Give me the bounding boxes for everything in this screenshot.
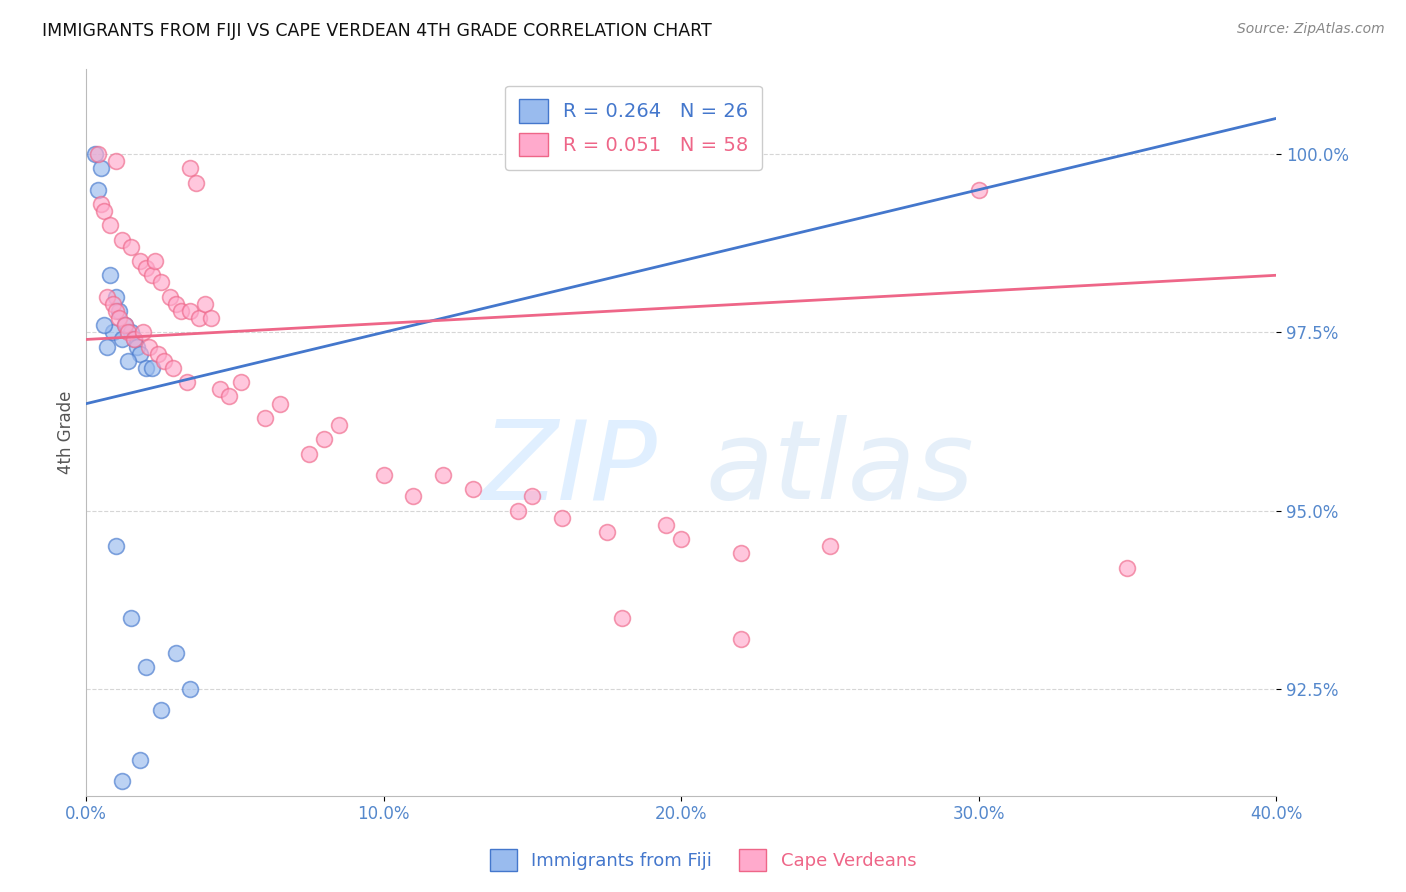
Point [229, 376, 252, 390]
Point [373, 467, 395, 482]
Point [108, 304, 131, 318]
Point [402, 489, 425, 503]
Point [188, 311, 211, 326]
Point [218, 389, 240, 403]
Y-axis label: 4th Grade: 4th Grade [58, 391, 75, 474]
Point [135, 361, 157, 376]
Point [111, 774, 134, 789]
Point [105, 304, 128, 318]
Point [120, 240, 142, 254]
Point [209, 383, 232, 397]
Text: Source: ZipAtlas.com: Source: ZipAtlas.com [1237, 22, 1385, 37]
Point [596, 524, 619, 539]
Point [132, 326, 155, 340]
Point [93, 318, 115, 333]
Point [669, 532, 692, 546]
Point [114, 318, 136, 333]
Point [730, 632, 752, 646]
Point [506, 503, 529, 517]
Point [170, 304, 193, 318]
Point [165, 297, 187, 311]
Point [84, 147, 107, 161]
Point [135, 660, 157, 674]
Point [159, 290, 181, 304]
Point [328, 417, 350, 432]
Point [179, 681, 201, 696]
Point [149, 703, 172, 717]
Point [105, 290, 128, 304]
Point [461, 482, 484, 496]
Point [122, 333, 145, 347]
Point [96, 340, 118, 354]
Point [610, 610, 633, 624]
Point [149, 276, 172, 290]
Point [135, 261, 157, 276]
Point [105, 154, 128, 169]
Legend: R = 0.264   N = 26, R = 0.051   N = 58: R = 0.264 N = 26, R = 0.051 N = 58 [505, 86, 762, 169]
Point [98, 219, 121, 233]
Point [117, 354, 139, 368]
Text: IMMIGRANTS FROM FIJI VS CAPE VERDEAN 4TH GRADE CORRELATION CHART: IMMIGRANTS FROM FIJI VS CAPE VERDEAN 4TH… [42, 22, 711, 40]
Point [120, 326, 142, 340]
Point [101, 297, 124, 311]
Point [128, 347, 150, 361]
Point [143, 254, 166, 268]
Point [314, 432, 336, 446]
Point [186, 176, 208, 190]
Point [162, 361, 184, 376]
Point [101, 326, 124, 340]
Point [138, 340, 160, 354]
Point [269, 396, 291, 410]
Point [117, 326, 139, 340]
Point [146, 347, 169, 361]
Point [125, 340, 148, 354]
Point [87, 183, 110, 197]
Point [114, 318, 136, 333]
Point [120, 610, 142, 624]
Point [1116, 560, 1139, 574]
Point [128, 753, 150, 767]
Point [194, 297, 217, 311]
Point [551, 510, 574, 524]
Point [655, 517, 678, 532]
Point [93, 204, 115, 219]
Point [165, 646, 187, 660]
Point [522, 489, 544, 503]
Point [105, 539, 128, 553]
Legend: Immigrants from Fiji, Cape Verdeans: Immigrants from Fiji, Cape Verdeans [482, 842, 924, 879]
Point [90, 197, 112, 211]
Point [111, 333, 134, 347]
Point [730, 546, 752, 560]
Point [179, 161, 201, 176]
Point [152, 354, 174, 368]
Point [90, 161, 112, 176]
Point [967, 183, 990, 197]
Point [432, 467, 454, 482]
Point [176, 376, 198, 390]
Point [122, 333, 145, 347]
Point [141, 268, 163, 283]
Point [179, 304, 201, 318]
Point [111, 233, 134, 247]
Text: ZIP: ZIP [481, 415, 658, 522]
Text: atlas: atlas [704, 415, 973, 522]
Point [98, 268, 121, 283]
Point [87, 147, 110, 161]
Point [298, 446, 321, 460]
Point [128, 254, 150, 268]
Point [141, 361, 163, 376]
Point [96, 290, 118, 304]
Point [818, 539, 841, 553]
Point [200, 311, 222, 326]
Point [108, 311, 131, 326]
Point [253, 410, 276, 425]
